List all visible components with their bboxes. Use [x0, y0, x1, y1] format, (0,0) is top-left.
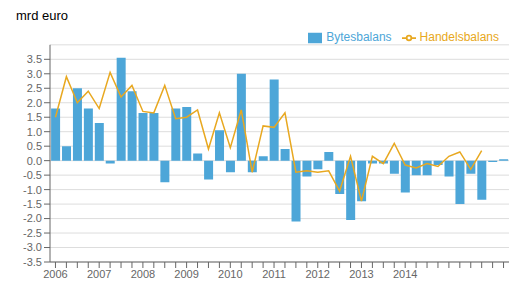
svg-text:2010: 2010	[218, 268, 242, 280]
svg-text:0.5: 0.5	[27, 140, 42, 152]
svg-text:2008: 2008	[131, 268, 155, 280]
svg-text:2006: 2006	[43, 268, 67, 280]
html-text:Handelsbalans: Handelsbalans	[419, 30, 499, 44]
svg-text:1.0: 1.0	[27, 126, 42, 138]
svg-text:2012: 2012	[306, 268, 330, 280]
svg-text:-0.5: -0.5	[23, 169, 42, 181]
svg-text:3.5: 3.5	[27, 53, 42, 65]
svg-text:-1.5: -1.5	[23, 198, 42, 210]
svg-text:2009: 2009	[174, 268, 198, 280]
svg-text:-3.0: -3.0	[23, 241, 42, 253]
svg-text:3.0: 3.0	[27, 68, 42, 80]
svg-text:2.0: 2.0	[27, 97, 42, 109]
svg-text:2014: 2014	[393, 268, 417, 280]
svg-text:-3.5: -3.5	[23, 256, 42, 268]
html-text:Bytesbalans: Bytesbalans	[326, 30, 392, 44]
html-text:mrd euro: mrd euro	[16, 8, 68, 23]
svg-text:1.5: 1.5	[27, 111, 42, 123]
svg-text:-2.5: -2.5	[23, 227, 42, 239]
svg-text:0.0: 0.0	[27, 155, 42, 167]
svg-text:2007: 2007	[87, 268, 111, 280]
svg-text:-2.0: -2.0	[23, 212, 42, 224]
svg-text:2.5: 2.5	[27, 82, 42, 94]
svg-text:-1.0: -1.0	[23, 184, 42, 196]
svg-text:2011: 2011	[262, 268, 286, 280]
svg-text:2013: 2013	[349, 268, 373, 280]
